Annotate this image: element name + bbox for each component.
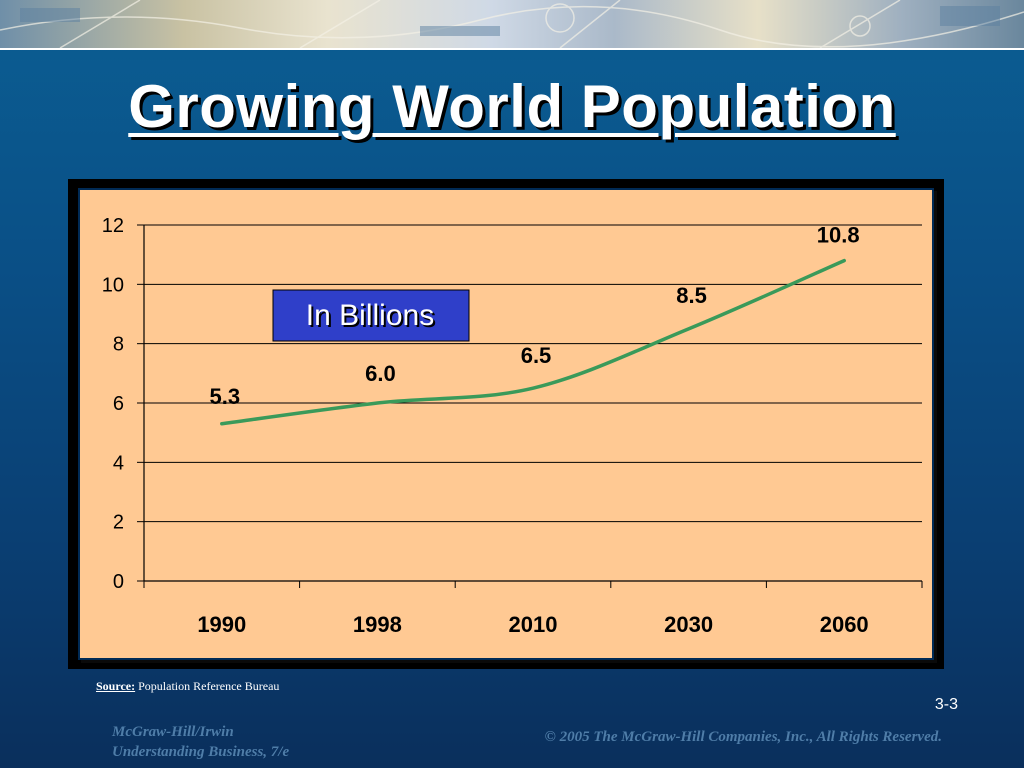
slide-title: Growing World Population [128,73,896,140]
y-tick-label: 6 [113,393,124,415]
data-label: 10.8 [817,223,860,248]
y-tick-label: 0 [113,571,124,593]
y-tick-label: 10 [102,274,124,296]
x-tick-label: 2060 [820,612,869,637]
x-tick-label: 1990 [197,612,246,637]
x-tick-label: 2010 [509,612,558,637]
x-tick-label: 1998 [353,612,402,637]
source-text: Population Reference Bureau [138,679,280,693]
axes: 0 2 4 6 8 10 12 1990 1998 2010 2030 2060 [102,215,923,637]
data-label: 5.3 [210,384,241,409]
series-line [220,258,846,426]
series [220,258,846,426]
footer-copyright: © 2005 The McGraw-Hill Companies, Inc., … [544,729,942,745]
annotation-text: In Billions [306,299,434,332]
annotation-box [272,289,470,342]
footer-publisher: McGraw-Hill/Irwin Understanding Business… [112,722,289,762]
y-tick-label: 4 [113,452,124,474]
y-tick-label: 2 [113,512,124,534]
gridlines [144,224,922,523]
footer-publisher-line1: McGraw-Hill/Irwin [112,724,234,740]
banner-graphic [0,0,1024,48]
page-number: 3-3 [934,696,958,713]
source-note: Source: Population Reference Bureau [96,679,279,694]
data-labels: 5.3 6.0 6.5 8.5 10.8 [210,223,860,409]
annotation-shadow: In Billions [308,301,436,334]
header-banner [0,0,1024,50]
y-tick-label: 12 [102,215,124,237]
y-tick-label: 8 [113,334,124,356]
data-label: 6.0 [365,361,396,386]
source-label: Source: [96,679,136,693]
data-label: 6.5 [521,343,552,368]
data-label: 8.5 [676,283,707,308]
footer-publisher-line2: Understanding Business, 7/e [112,744,290,760]
x-tick-label: 2030 [664,612,713,637]
